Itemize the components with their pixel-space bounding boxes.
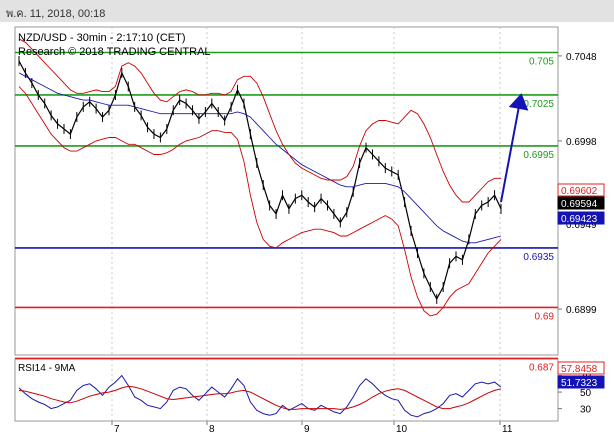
rsi-tag-label: 51.7323 bbox=[561, 378, 598, 389]
rsi-panel bbox=[14, 358, 559, 422]
level-layer: 0.705 0.7025 0.6995 0.6935 0.69 0.687 bbox=[15, 51, 558, 373]
rsi-tag-label: 57.8458 bbox=[561, 364, 598, 375]
level-label: 0.687 bbox=[529, 362, 554, 373]
price-tag-label: 0.69423 bbox=[561, 214, 598, 225]
rsi-layer bbox=[18, 374, 502, 418]
level-label: 0.69 bbox=[535, 311, 555, 322]
rsi-series-rsi_ma bbox=[18, 385, 502, 410]
rsi-series-rsi bbox=[18, 374, 502, 418]
y-tick-label: 0.6949 bbox=[566, 220, 597, 231]
rsi-tag: 51.7323 bbox=[557, 375, 605, 389]
date-bar: พ.ค. 11, 2018, 00:18 bbox=[0, 0, 614, 22]
level-label: 0.7025 bbox=[523, 99, 554, 110]
x-tick-label: 8 bbox=[209, 424, 215, 435]
rsi-tick-label: 30 bbox=[580, 405, 592, 416]
level-label: 0.705 bbox=[529, 56, 554, 67]
price-tag: 0.69594 bbox=[557, 196, 605, 210]
rsi-tick-label: 50 bbox=[580, 388, 592, 399]
chart-subtitle: Research © 2018 TRADING CENTRAL bbox=[18, 46, 211, 58]
chart-title: NZD/USD - 30min - 2:17:10 (CET) bbox=[18, 32, 185, 44]
rsi-tag: 57.8458 bbox=[557, 361, 605, 375]
y-tick-label: 0.6998 bbox=[566, 137, 597, 148]
price-tag-label: 0.69602 bbox=[561, 186, 598, 197]
x-tick-label: 7 bbox=[114, 424, 120, 435]
projection-layer bbox=[500, 93, 529, 203]
axis-layer: 7 8 9 10 11 0.7048 0.6998 0.6949 0.6899 0.69602 0.… bbox=[111, 52, 605, 435]
series-bb_lower bbox=[18, 86, 502, 317]
level-label: 0.6995 bbox=[523, 150, 554, 161]
rsi-label: RSI14 - 9MA bbox=[18, 363, 76, 374]
price-tag: 0.69423 bbox=[557, 211, 605, 225]
x-tick-label: 10 bbox=[396, 424, 408, 435]
price-tag: 0.69602 bbox=[557, 183, 605, 197]
date-label: พ.ค. 11, 2018, 00:18 bbox=[6, 8, 106, 20]
price-panel bbox=[14, 26, 559, 356]
x-tick-label: 9 bbox=[304, 424, 310, 435]
projection-arrow bbox=[500, 93, 529, 203]
price-tag-label: 0.69594 bbox=[561, 199, 598, 210]
series-close bbox=[18, 60, 502, 301]
level-label: 0.6935 bbox=[523, 252, 554, 263]
y-tick-label: 0.6899 bbox=[566, 305, 597, 316]
y-tick-label: 0.7048 bbox=[566, 52, 597, 63]
x-tick-label: 11 bbox=[502, 424, 513, 435]
series-layer bbox=[18, 38, 502, 317]
series-bb_upper bbox=[18, 38, 501, 203]
series-sma bbox=[18, 72, 502, 244]
grid-layer bbox=[111, 27, 501, 421]
